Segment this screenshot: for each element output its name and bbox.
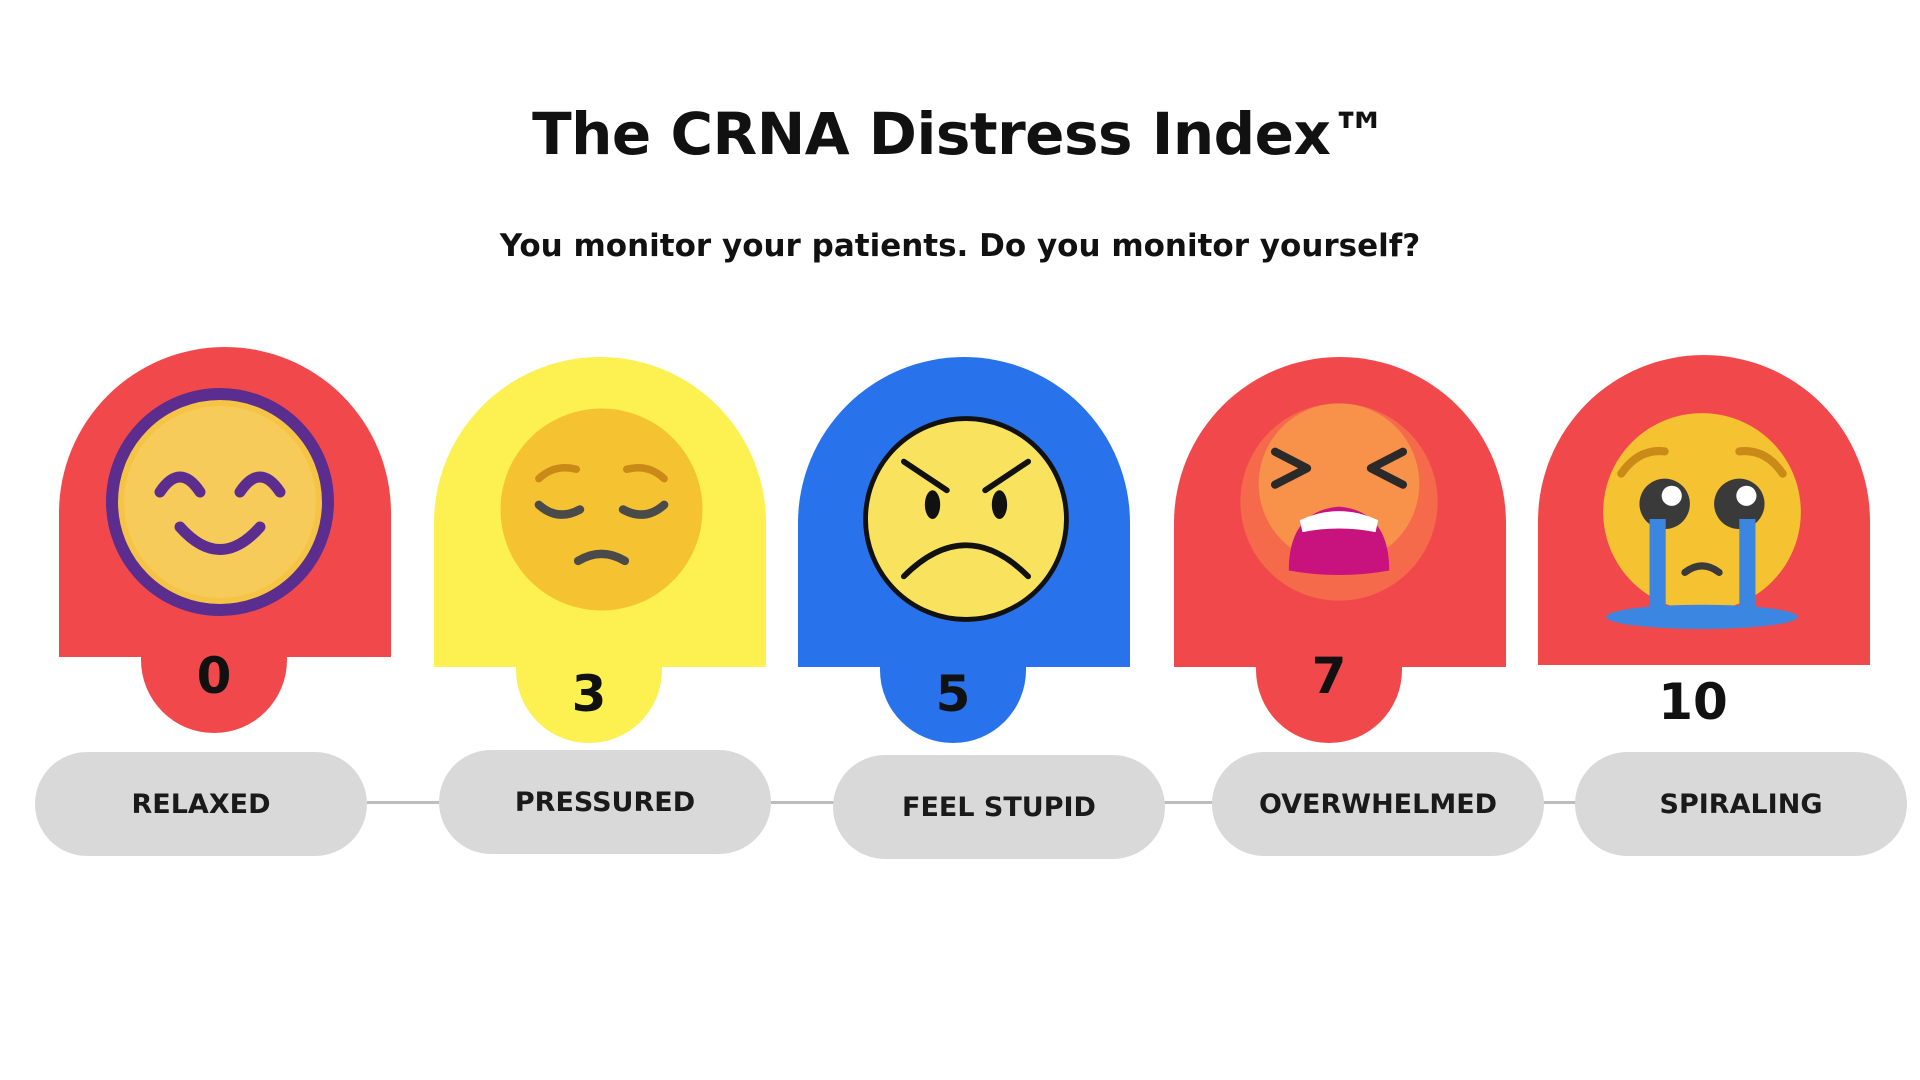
level-tab	[880, 627, 1026, 743]
page-subtitle: You monitor your patients. Do you monito…	[499, 228, 1421, 264]
level-score: 0	[196, 647, 232, 705]
level-label-spiraling: SPIRALING	[1575, 752, 1907, 856]
level-score: 5	[935, 665, 971, 723]
connector-line	[1540, 801, 1578, 804]
level-score: 10	[1658, 673, 1728, 731]
angry-face-icon	[863, 416, 1069, 622]
level-tab	[1256, 627, 1402, 743]
smiling-face-icon	[106, 388, 334, 616]
level-tab	[141, 617, 287, 733]
connector-line	[1163, 801, 1215, 804]
connector-line	[367, 801, 439, 804]
level-label-feel-stupid: FEEL STUPID	[833, 755, 1165, 859]
connector-line	[770, 801, 835, 804]
crying-face-icon	[1603, 413, 1801, 629]
level-tab	[516, 627, 662, 743]
level-score: 7	[1311, 647, 1347, 705]
pensive-face-icon	[500, 408, 703, 611]
tired-face-icon	[1240, 403, 1438, 601]
level-label-overwhelmed: OVERWHELMED	[1212, 752, 1544, 856]
level-label-pressured: PRESSURED	[439, 750, 771, 854]
level-score: 3	[571, 665, 607, 723]
page-title: The CRNA Distress Index™	[532, 100, 1388, 168]
level-label-relaxed: RELAXED	[35, 752, 367, 856]
